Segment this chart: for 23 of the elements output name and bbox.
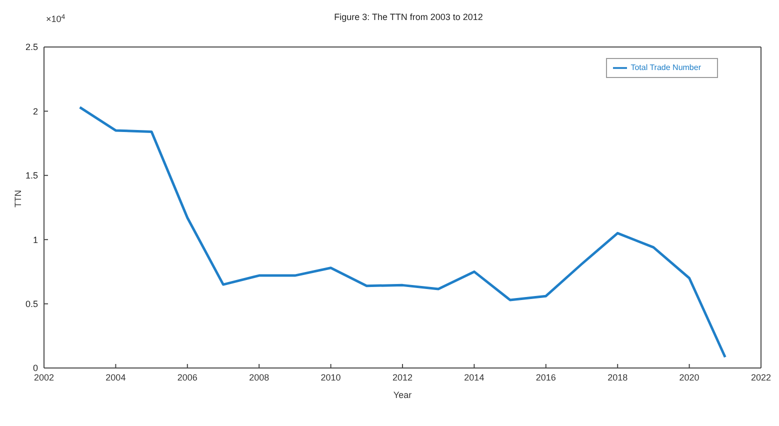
y-tick-label: 2.5 xyxy=(25,42,38,52)
legend-label: Total Trade Number xyxy=(630,63,701,72)
text: ×10$^{4}$ xyxy=(46,14,66,24)
x-tick-label: 2010 xyxy=(320,372,341,382)
x-tick-label: 2012 xyxy=(392,372,413,382)
y-axis-title: TTN xyxy=(13,190,24,208)
y-tick-label: 2 xyxy=(32,106,38,116)
x-axis-title: Year xyxy=(393,390,412,400)
y-tick-label: 0.5 xyxy=(25,298,38,309)
x-tick-label: 2018 xyxy=(608,372,628,382)
x-tick-label: 2014 xyxy=(464,372,484,382)
x-tick-label: 2008 xyxy=(249,372,270,382)
x-tick-label: 2002 xyxy=(34,372,54,382)
x-tick-label: 2022 xyxy=(750,372,772,382)
line-series xyxy=(78,106,726,358)
x-tick-label: 2016 xyxy=(536,372,556,382)
y-tick-label: 1 xyxy=(32,234,38,245)
y-tick-label: 1.5 xyxy=(25,170,38,181)
y-tick-label: 0 xyxy=(32,363,38,374)
x-tick-label: 2006 xyxy=(177,372,198,382)
x-tick-label: 2020 xyxy=(679,372,700,382)
x-tick-label: 2004 xyxy=(106,372,126,382)
chart-title: Figure 3: The TTN from 2003 to 2012 xyxy=(334,12,483,22)
